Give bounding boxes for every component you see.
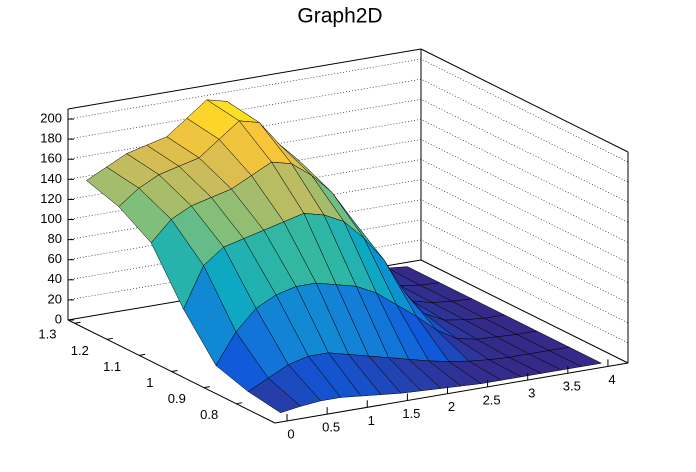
x-tick-label: 4: [608, 372, 615, 387]
y-tick-label: 0.9: [168, 391, 186, 406]
y-tick: [236, 402, 243, 405]
z-tick-label: 180: [40, 131, 62, 146]
chart-title: Graph2D: [297, 5, 382, 28]
y-tick-label: 1.1: [103, 359, 121, 374]
y-tick-label: 1: [146, 375, 153, 390]
x-tick-label: 1: [368, 413, 375, 428]
z-tick-label: 60: [48, 251, 62, 266]
x-tick-label: 1.5: [402, 406, 420, 421]
y-tick-label: 0.8: [200, 407, 218, 422]
y-tick: [203, 386, 210, 389]
frame-line: [67, 48, 422, 110]
z-tick-label: 200: [40, 110, 62, 125]
x-tick-label: 0: [287, 426, 294, 441]
z-tick-label: 0: [55, 311, 62, 326]
z-tick-label: 140: [40, 171, 62, 186]
y-tick-label: 1.3: [38, 327, 56, 342]
x-tick-label: 2: [448, 399, 455, 414]
x-tick-label: 0.5: [322, 420, 340, 435]
surface-cell: [247, 377, 301, 413]
x-tick-label: 3: [528, 385, 535, 400]
x-tick-label: 2.5: [483, 392, 501, 407]
z-tick-label: 160: [40, 151, 62, 166]
z-tick-label: 80: [48, 231, 62, 246]
y-tick-label: 1.2: [71, 343, 89, 358]
z-tick-label: 100: [40, 211, 62, 226]
z-tick-label: 120: [40, 191, 62, 206]
y-tick: [74, 321, 81, 324]
x-tick-label: 3.5: [563, 379, 581, 394]
z-tick-label: 20: [48, 291, 62, 306]
z-tick-label: 40: [48, 271, 62, 286]
y-tick: [171, 370, 178, 372]
frame-line: [420, 48, 629, 153]
y-tick: [106, 337, 113, 340]
y-tick: [139, 353, 146, 356]
x-axis: [274, 362, 629, 424]
